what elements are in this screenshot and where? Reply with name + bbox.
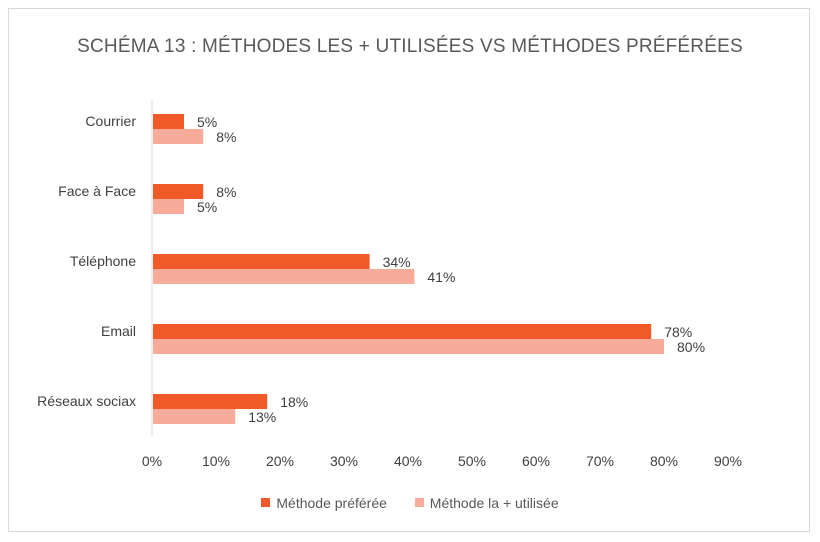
- data-label: 80%: [677, 339, 705, 355]
- bar-preferred: [153, 394, 268, 409]
- category-label: Téléphone: [70, 253, 136, 269]
- x-tick-label: 80%: [650, 453, 678, 469]
- data-label: 18%: [280, 394, 308, 410]
- legend: Méthode préférée Méthode la + utilisée: [0, 494, 820, 511]
- bar-preferred: [153, 184, 204, 199]
- chart-title: SCHÉMA 13 : MÉTHODES LES + UTILISÉES VS …: [77, 36, 743, 57]
- data-label: 41%: [427, 269, 455, 285]
- legend-item-preferred: Méthode préférée: [261, 495, 387, 511]
- bar-most-used: [153, 199, 184, 214]
- category-label: Courrier: [85, 113, 136, 129]
- x-tick-label: 40%: [394, 453, 422, 469]
- legend-swatch-preferred: [261, 498, 271, 507]
- data-label: 5%: [197, 199, 217, 215]
- x-tick-label: 0%: [142, 453, 162, 469]
- bar-most-used: [153, 129, 204, 144]
- x-tick-label: 10%: [202, 453, 230, 469]
- category-label: Réseaux sociax: [37, 393, 136, 409]
- category-label: Email: [101, 323, 136, 339]
- x-tick-label: 60%: [522, 453, 550, 469]
- data-label: 8%: [216, 184, 236, 200]
- data-label: 34%: [383, 254, 411, 270]
- bar-preferred: [153, 114, 184, 129]
- data-label: 8%: [216, 129, 236, 145]
- x-tick-label: 50%: [458, 453, 486, 469]
- data-label: 5%: [197, 114, 217, 130]
- x-tick-label: 20%: [266, 453, 294, 469]
- data-label: 13%: [248, 409, 276, 425]
- bar-most-used: [153, 409, 236, 424]
- bar-preferred: [153, 324, 652, 339]
- category-label: Face à Face: [58, 183, 136, 199]
- legend-item-most-used: Méthode la + utilisée: [414, 494, 559, 511]
- x-tick-label: 90%: [714, 453, 742, 469]
- legend-label-preferred: Méthode préférée: [276, 494, 387, 511]
- legend-swatch-most-used: [414, 498, 424, 507]
- bar-preferred: [153, 254, 370, 269]
- x-tick-label: 30%: [330, 453, 358, 469]
- legend-label-most-used: Méthode la + utilisée: [429, 494, 559, 511]
- bar-most-used: [153, 339, 664, 354]
- data-label: 78%: [664, 324, 692, 340]
- bar-most-used: [153, 269, 415, 284]
- x-tick-label: 70%: [586, 453, 614, 469]
